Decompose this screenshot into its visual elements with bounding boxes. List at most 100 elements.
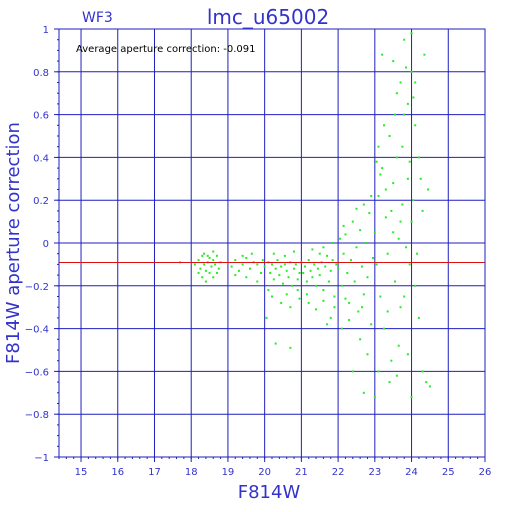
scatter-point xyxy=(346,271,349,274)
y-tick-label: 0.8 xyxy=(33,68,49,79)
scatter-point xyxy=(428,385,431,388)
scatter-point xyxy=(289,306,292,309)
scatter-point xyxy=(212,259,215,262)
scatter-point xyxy=(408,263,411,266)
scatter-point xyxy=(344,297,347,300)
scatter-point xyxy=(280,301,283,304)
scatter-point xyxy=(342,224,345,227)
scatter-point xyxy=(274,342,277,345)
scatter-point xyxy=(324,265,327,268)
scatter-point xyxy=(377,370,380,373)
scatter-point xyxy=(379,173,382,176)
scatter-point xyxy=(392,60,395,63)
scatter-point xyxy=(355,207,358,210)
x-axis-title: F814W xyxy=(238,482,301,503)
scatter-point xyxy=(298,271,301,274)
x-tick-label: 19 xyxy=(222,467,235,478)
y-tick-label: −1 xyxy=(34,453,49,464)
scatter-point xyxy=(383,327,386,330)
scatter-point xyxy=(344,233,347,236)
scatter-point xyxy=(392,231,395,234)
scatter-point xyxy=(333,295,336,298)
y-tick-label: −0.4 xyxy=(25,325,49,336)
scatter-point xyxy=(234,259,237,262)
scatter-point xyxy=(377,145,380,148)
scatter-point xyxy=(368,212,371,215)
scatter-point xyxy=(399,81,402,84)
scatter-point xyxy=(274,267,277,270)
x-tick-label: 17 xyxy=(148,467,161,478)
scatter-point xyxy=(280,265,283,268)
scatter-point xyxy=(353,280,356,283)
scatter-point xyxy=(214,263,217,266)
scatter-point xyxy=(414,124,417,127)
scatter-point xyxy=(401,145,404,148)
scatter-point xyxy=(340,327,343,330)
scatter-point xyxy=(313,263,316,266)
scatter-point xyxy=(256,263,259,266)
scatter-point xyxy=(217,267,220,270)
tick-labels: 15 16 17 18 19 20 21 22 23 24 25 26 −1 −0.8 −0.6 −0.4 −0… xyxy=(25,25,492,478)
scatter-point xyxy=(397,344,400,347)
scatter-point xyxy=(318,274,321,277)
scatter-point xyxy=(201,276,204,279)
scatter-point xyxy=(250,252,253,255)
scatter-point xyxy=(381,53,384,56)
scatter-point xyxy=(283,263,286,266)
scatter-point xyxy=(384,188,387,191)
y-tick-label: −0.8 xyxy=(25,410,49,421)
scatter-point xyxy=(215,271,218,274)
scatter-point xyxy=(267,289,270,292)
scatter-point xyxy=(410,70,413,73)
x-tick-label: 23 xyxy=(368,467,381,478)
scatter-point xyxy=(348,319,351,322)
scatter-point xyxy=(234,274,237,277)
scatter-point xyxy=(417,156,420,159)
scatter-point xyxy=(399,306,402,309)
x-tick-label: 21 xyxy=(295,467,308,478)
scatter-point xyxy=(366,276,369,279)
scatter-point xyxy=(289,346,292,349)
scatter-point xyxy=(403,295,406,298)
scatter-point xyxy=(379,295,382,298)
scatter-point xyxy=(348,301,351,304)
scatter-point xyxy=(349,259,352,262)
scatter-point xyxy=(375,263,378,266)
scatter-point xyxy=(291,284,294,287)
scatter-point xyxy=(351,220,354,223)
scatter-point xyxy=(425,381,428,384)
y-axis-title: F814W aperture correction xyxy=(3,122,24,364)
scatter-point xyxy=(304,265,307,268)
scatter-point xyxy=(416,252,419,255)
scatter-point xyxy=(423,53,426,56)
y-tick-label: 0.2 xyxy=(33,196,49,207)
scatter-point xyxy=(329,316,332,319)
scatter-point xyxy=(421,370,424,373)
scatter-point xyxy=(326,323,329,326)
scatter-point xyxy=(269,271,272,274)
scatter-point xyxy=(197,271,200,274)
scatter-point xyxy=(212,250,215,253)
scatter-point xyxy=(406,102,409,105)
scatter-point xyxy=(359,229,362,232)
scatter-point xyxy=(271,263,273,266)
scatter-point xyxy=(315,284,318,287)
scatter-point xyxy=(326,254,329,257)
x-tick-label: 18 xyxy=(185,467,198,478)
scatter-point xyxy=(230,265,233,268)
scatter-point xyxy=(287,276,290,279)
scatter-point xyxy=(329,269,332,272)
scatter-point xyxy=(293,267,296,270)
scatter-point xyxy=(419,177,422,180)
y-tick-label: 0.6 xyxy=(33,111,49,122)
scatter-point xyxy=(370,323,373,326)
scatter-point xyxy=(373,396,376,399)
scatter-point xyxy=(311,248,314,251)
scatter-point xyxy=(265,316,268,319)
scatter-point xyxy=(296,289,299,292)
scatter-point xyxy=(256,280,259,283)
scatter-point xyxy=(412,96,415,99)
y-tick-label: −0.2 xyxy=(25,282,49,293)
scatter-point xyxy=(305,280,308,283)
